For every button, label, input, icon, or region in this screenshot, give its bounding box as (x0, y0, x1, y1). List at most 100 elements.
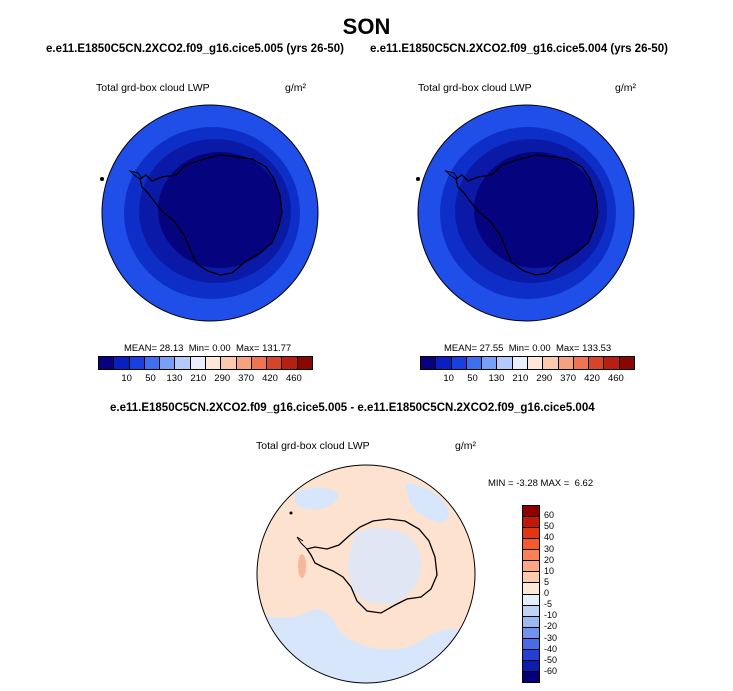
colorbar-tick-label: 210 (512, 373, 529, 384)
colorbar-tick-label: 50 (467, 373, 478, 384)
diff-colorbar-tick-label: 30 (544, 543, 555, 554)
diff-negative-region-continent (348, 528, 421, 605)
diff-colorbar-tick-label: -40 (544, 643, 558, 654)
panel-2-map-center (474, 152, 598, 268)
diff-colorbar-swatch (523, 594, 539, 606)
diff-colorbar-swatch (523, 583, 539, 595)
colorbar-swatch (160, 357, 176, 369)
diff-colorbar-swatch (523, 561, 539, 573)
colorbar-swatch (466, 357, 483, 369)
colorbar-swatch (497, 357, 513, 369)
panel-2-island (416, 177, 420, 181)
panel-1-max: 131.77 (262, 343, 292, 354)
page-title: SON (342, 14, 391, 39)
diff-colorbar-swatch (523, 572, 539, 584)
panel-2-mean-label: MEAN= (444, 343, 477, 354)
diff-negative-region-east (405, 483, 449, 523)
diff-colorbar-swatch (523, 528, 539, 540)
diff-island (289, 511, 293, 515)
diff-colorbar-swatch (523, 627, 539, 639)
colorbar-tick-label: 130 (488, 373, 505, 384)
panel-2-colorbar-labels: 10 50 130 210 290 370 420 460 (420, 373, 635, 387)
colorbar-swatch (144, 357, 161, 369)
colorbar-tick-label: 370 (560, 373, 577, 384)
diff-peninsula (296, 536, 308, 550)
colorbar-tick-label: 460 (607, 373, 624, 384)
panel-1-peninsula (128, 170, 143, 180)
panel-2-max: 133.53 (582, 343, 612, 354)
colorbar-swatch (129, 357, 145, 369)
diff-hotspot (298, 554, 306, 578)
panel-1-map (100, 104, 319, 322)
diff-min-label: MIN = (488, 478, 514, 489)
panel-1-colorbar-labels: 10 50 130 210 290 370 420 460 (98, 373, 313, 387)
panel-2-min-label: Min= (508, 343, 530, 354)
panel-1-variable: Total grd-box cloud LWP (96, 82, 210, 94)
colorbar-tick-label: 370 (238, 373, 255, 384)
colorbar-swatch (482, 357, 498, 369)
panel-1-stats: MEAN= 28.13 Min= 0.00 Max= 131.77 (124, 343, 291, 354)
diff-min: -3.28 (516, 478, 538, 489)
panel-2-mean: 27.55 (479, 343, 504, 354)
diff-subtitle: e.e11.E1850C5CN.2XCO2.f09_g16.cice5.005 … (110, 402, 595, 414)
diff-colorbar-tick-label: -50 (544, 654, 558, 665)
panel-2-colorbar (420, 356, 635, 370)
panel-1-colorbar (98, 356, 313, 370)
diff-map (256, 464, 476, 684)
colorbar-swatch (282, 357, 298, 369)
diff-colorbar-tick-label: 0 (544, 588, 550, 598)
colorbar-tick-label: 210 (190, 373, 207, 384)
colorbar-swatch (221, 357, 237, 369)
colorbar-swatch (175, 357, 191, 369)
panel-1-map-center (158, 152, 282, 268)
panel-1-island (100, 177, 104, 181)
colorbar-swatch (573, 357, 590, 369)
colorbar-swatch (604, 357, 620, 369)
colorbar-swatch (543, 357, 559, 369)
diff-colorbar-tick-label: 40 (544, 532, 555, 543)
panel-2-map (416, 104, 635, 322)
panel-2-max-label: Max= (555, 343, 580, 354)
panel-1-mean-label: MEAN= (124, 343, 157, 354)
diff-colorbar-tick-label: 50 (544, 521, 555, 532)
panel-2-coastline (455, 154, 599, 276)
diff-colorbar-swatch (523, 671, 539, 682)
diff-colorbar-labels: 60 50 40 30 20 10 5 0 -5 -10 -20 -30 -40 -50 -60 (544, 505, 574, 683)
diff-minmax: MIN = -3.28 MAX = 6.62 (488, 478, 593, 489)
panel-2-variable: Total grd-box cloud LWP (418, 82, 532, 94)
panel-1-subtitle: e.e11.E1850C5CN.2XCO2.f09_g16.cice5.005 … (46, 43, 344, 55)
diff-units: g/m² (455, 440, 476, 452)
colorbar-swatch (205, 357, 222, 369)
panel-1-max-label: Max= (235, 343, 260, 354)
diff-max-label: MAX = (540, 478, 570, 489)
panel-1-coastline (139, 154, 283, 276)
diff-colorbar-tick-label: -30 (544, 632, 558, 643)
diff-max: 6.62 (574, 478, 594, 489)
panel-2-units: g/m² (615, 82, 636, 94)
colorbar-tick-label: 10 (121, 373, 132, 384)
diff-colorbar-swatch (523, 649, 539, 661)
colorbar-swatch (190, 357, 206, 369)
diff-colorbar-tick-label: 60 (544, 510, 555, 521)
colorbar-tick-label: 420 (584, 373, 600, 384)
colorbar-swatch (619, 357, 634, 369)
diff-colorbar-swatch (523, 605, 539, 617)
diff-colorbar-tick-label: 5 (544, 576, 550, 587)
colorbar-tick-label: 290 (536, 373, 553, 384)
colorbar-swatch (436, 357, 452, 369)
diff-colorbar-swatch (523, 660, 539, 672)
panel-2-stats: MEAN= 27.55 Min= 0.00 Max= 133.53 (444, 343, 611, 354)
diff-colorbar-tick-label: -60 (544, 665, 558, 676)
panel-2-peninsula (444, 170, 459, 180)
diff-colorbar-swatch (523, 539, 539, 551)
colorbar-swatch (251, 357, 268, 369)
panel-1-mean: 28.13 (159, 343, 184, 354)
colorbar-swatch (527, 357, 544, 369)
colorbar-swatch (558, 357, 574, 369)
colorbar-swatch (512, 357, 528, 369)
diff-colorbar-swatch (523, 616, 539, 628)
colorbar-tick-label: 420 (262, 373, 278, 384)
diff-coastline (305, 518, 438, 614)
diff-colorbar-swatch (523, 638, 539, 650)
panel-1-units: g/m² (285, 82, 306, 94)
